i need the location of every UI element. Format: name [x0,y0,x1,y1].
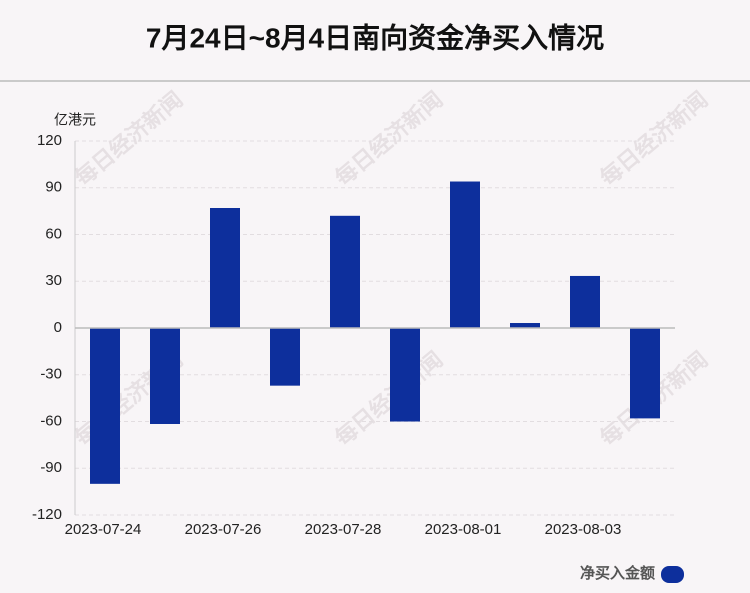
bar [330,215,360,328]
bar [270,328,300,386]
bar [150,328,180,424]
y-tick-label: -30 [40,366,62,383]
x-tick-label: 2023-07-24 [65,521,142,538]
y-tick-label: -60 [40,412,62,429]
x-tick-label: 2023-08-01 [425,521,502,538]
bar [510,323,540,328]
y-axis-unit: 亿港元 [54,112,96,128]
bar [630,328,660,419]
chart-title: 7月24日~8月4日南向资金净买入情况 [146,21,604,53]
y-tick-label: 0 [54,319,62,336]
legend-label: 净买入金额 [580,564,655,582]
y-tick-label: 90 [45,179,62,196]
bar [450,181,480,328]
x-tick-label: 2023-08-03 [545,521,622,538]
x-tick-label: 2023-07-26 [185,521,262,538]
bar [390,328,420,422]
y-tick-label: -120 [32,506,62,523]
legend-swatch [661,566,684,583]
y-tick-label: -90 [40,459,62,476]
y-tick-label: 120 [37,132,62,149]
bar [570,275,600,328]
y-tick-label: 30 [45,272,62,289]
bar [210,208,240,328]
y-tick-label: 60 [45,225,62,242]
x-tick-label: 2023-07-28 [305,521,382,538]
bar [90,328,120,484]
